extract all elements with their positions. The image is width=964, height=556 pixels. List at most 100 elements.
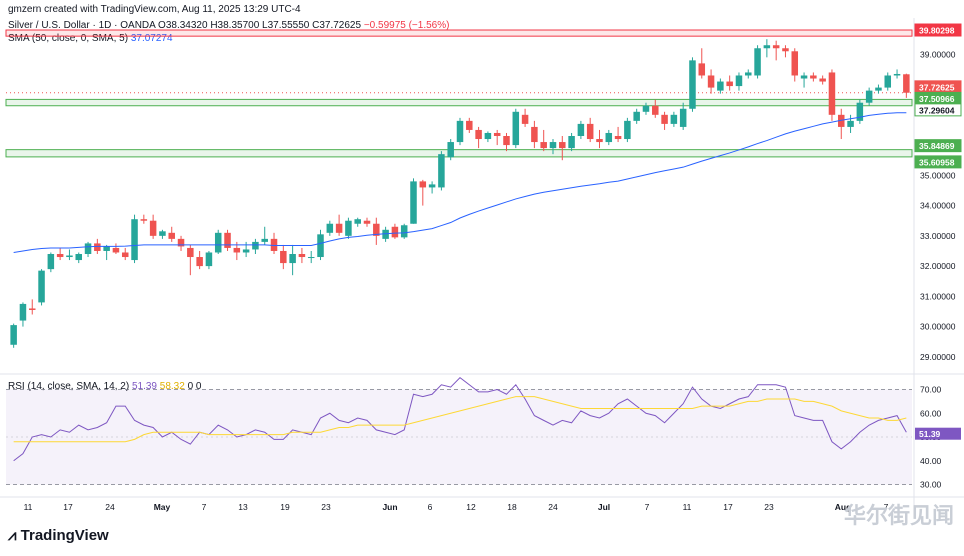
candle-body: [763, 45, 771, 49]
candle-body: [875, 87, 882, 91]
candle-body: [559, 142, 566, 149]
candle-body: [47, 254, 55, 270]
candle-body: [540, 142, 547, 149]
price-tick-label: 34.00000: [920, 201, 956, 211]
candle-body: [391, 226, 399, 238]
rsi-value-label-bg: [915, 427, 961, 440]
ohlc-change: −0.59975 (−1.56%): [363, 20, 450, 31]
candle-body: [568, 136, 575, 149]
zone-green-2: [5, 149, 913, 158]
candle-body: [373, 223, 380, 236]
candle-body: [19, 303, 27, 321]
time-tick-label: Jun: [382, 502, 397, 512]
candle-body: [335, 223, 343, 233]
candle-body: [642, 105, 650, 112]
candle-body: [419, 181, 427, 188]
candle-body: [670, 114, 678, 124]
candle-body: [624, 120, 631, 140]
candle-body: [512, 111, 520, 146]
sma-line: [13, 112, 907, 253]
candle-body: [698, 63, 706, 76]
candle-body: [717, 81, 724, 91]
candle-body: [233, 247, 241, 253]
candle-body: [140, 219, 148, 221]
time-tick-label: 23: [321, 502, 331, 512]
logo-icon: ⩘: [8, 527, 17, 544]
candle-body: [242, 249, 250, 253]
price-label-last: 37.72625: [919, 82, 955, 92]
price-tick-label: 39.00000: [920, 49, 956, 59]
candle-body: [447, 142, 454, 158]
rsi-value-label: 51.39: [919, 429, 941, 439]
candle-body: [856, 102, 864, 121]
candle-body: [531, 126, 538, 143]
candle-body: [893, 73, 901, 76]
candle-body: [549, 142, 557, 149]
time-tick-label: 17: [63, 502, 73, 512]
price-label-bg-zone-green: [914, 139, 962, 153]
candle-body: [326, 223, 334, 233]
time-tick-label: 7: [645, 502, 650, 512]
time-tick-label: 13: [238, 502, 248, 512]
candle-body: [865, 90, 873, 103]
candle-body: [475, 129, 482, 140]
sma-legend[interactable]: SMA (50, close, 0, SMA, 5) 37.07274: [8, 33, 173, 44]
symbol-title: Silver / U.S. Dollar · 1D · OANDA: [8, 20, 156, 31]
candle-body: [466, 120, 473, 130]
time-tick-label: 6: [428, 502, 433, 512]
time-tick-label: 7: [202, 502, 207, 512]
candle-body: [261, 238, 268, 242]
rsi-sma-value: 58.32: [159, 381, 185, 392]
candle-body: [75, 254, 82, 261]
time-tick-label: 12: [466, 502, 476, 512]
candle-body: [735, 75, 743, 87]
candle-body: [586, 123, 594, 140]
candle-body: [456, 120, 464, 143]
candle-body: [38, 270, 45, 303]
candle-body: [745, 72, 752, 76]
time-tick-label: 23: [764, 502, 774, 512]
candle-body: [484, 132, 492, 140]
candle-body: [149, 220, 157, 236]
candle-body: [280, 250, 287, 264]
candle-body: [224, 232, 231, 248]
candle-body: [84, 243, 92, 254]
creator-line: gmzern created with TradingView.com, Aug…: [8, 4, 301, 15]
footer-brand: TradingView: [20, 527, 109, 544]
time-tick-label: May: [154, 502, 171, 512]
ohlc-low: L37.55550: [262, 20, 310, 31]
time-tick-label: 18: [507, 502, 517, 512]
candle-body: [363, 220, 371, 224]
price-tick-label: 31.00000: [920, 291, 956, 301]
tradingview-logo: ⩘ TradingView: [8, 527, 109, 544]
candle-body: [103, 246, 110, 251]
time-tick-label: 19: [280, 502, 290, 512]
candle-body: [345, 220, 352, 236]
candle-body: [168, 232, 175, 239]
price-tick-label: 32.00000: [920, 261, 956, 271]
candle-body: [838, 114, 845, 127]
candle-body: [270, 238, 278, 251]
price-tick-label: 35.00000: [920, 170, 956, 180]
candle-body: [782, 48, 789, 52]
candle-body: [298, 254, 306, 258]
watermark: 华尔街见闻: [843, 503, 954, 528]
candle-body: [772, 45, 780, 49]
zone-green-1: [5, 98, 913, 107]
candle-body: [56, 254, 64, 258]
rsi-legend[interactable]: RSI (14, close, SMA, 14, 2) 51.39 58.32 …: [8, 381, 201, 392]
candle-body: [633, 111, 640, 121]
candle-body: [493, 132, 501, 136]
candle-body: [791, 51, 799, 76]
candle-body: [800, 75, 808, 79]
rsi-tick-label: 60.00: [920, 408, 942, 418]
price-label-zone-green: 35.84869: [919, 141, 955, 151]
candle-body: [400, 225, 408, 238]
candle-body: [382, 229, 389, 239]
candle-body: [847, 120, 854, 127]
candle-body: [214, 232, 222, 253]
time-tick-label: 17: [723, 502, 733, 512]
candle-body: [661, 114, 668, 124]
chart-canvas[interactable]: USD29.0000030.0000031.0000032.0000033.00…: [0, 0, 964, 520]
time-tick-label: 7: [884, 502, 889, 512]
